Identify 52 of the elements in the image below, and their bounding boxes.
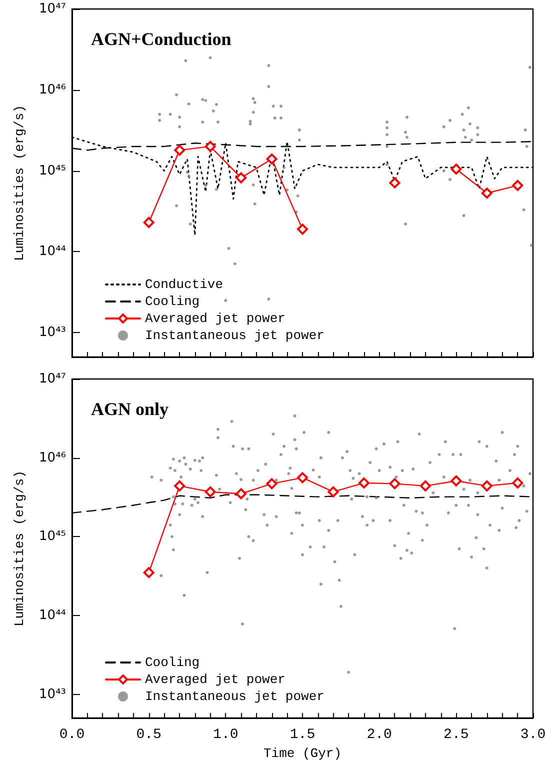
point: [358, 477, 370, 488]
text: AGN only: [91, 399, 169, 419]
x-tick-label: 3.0: [520, 727, 546, 743]
x-tick-label: 0.5: [136, 727, 162, 743]
point: [204, 486, 216, 498]
text: AGN+Conduction: [91, 29, 232, 49]
legend-label: Averaged jet power: [145, 311, 286, 326]
y-tick-label: 10⁴⁵: [39, 529, 66, 544]
y-tick-label: 10⁴⁴: [39, 608, 66, 623]
y-tick-label: 10⁴⁷: [39, 2, 66, 16]
point: [236, 172, 247, 184]
point: [512, 180, 524, 191]
x-tick-label: 0.0: [59, 727, 85, 743]
point: [328, 486, 339, 498]
point: [481, 188, 492, 199]
x-tick-label: 2.0: [366, 727, 392, 743]
y-tick-label: 10⁴⁵: [39, 163, 66, 178]
point: [266, 478, 278, 490]
y-tick-label: 10⁴⁷: [39, 372, 66, 386]
point: [389, 177, 400, 188]
point: [266, 154, 278, 164]
point: [450, 164, 462, 175]
y-tick-label: 10⁴³: [39, 325, 66, 340]
y-tick-label: 10⁴⁶: [39, 82, 66, 98]
y-axis-title: Luminosities (erg/s): [12, 104, 27, 262]
point: [236, 488, 247, 500]
legend-label: Instantaneous jet power: [145, 328, 324, 343]
y-tick-label: 10⁴³: [39, 686, 66, 702]
y-axis-title: Luminosities (erg/s): [12, 470, 27, 627]
legend-label: Cooling: [145, 655, 200, 670]
point: [143, 216, 154, 228]
point: [481, 480, 492, 492]
point: [174, 144, 186, 156]
point: [204, 140, 216, 152]
point: [297, 472, 308, 484]
x-tick-label: 2.5: [444, 727, 469, 743]
legend-label: Averaged jet power: [145, 672, 286, 687]
legend-label: Instantaneous jet power: [145, 689, 324, 704]
y-tick-label: 10⁴⁶: [39, 450, 66, 466]
point: [174, 480, 186, 492]
point: [420, 480, 431, 492]
point: [512, 477, 524, 488]
x-tick-label: 1.5: [290, 727, 316, 743]
legend-label: Conductive: [145, 277, 224, 292]
x-tick-label: 1.0: [213, 727, 238, 743]
point: [297, 224, 308, 235]
legend-label: Cooling: [145, 294, 200, 309]
x-axis-title: Time (Gyr): [263, 746, 342, 761]
y-tick-label: 10⁴⁴: [39, 244, 66, 260]
point: [389, 478, 400, 490]
point: [143, 567, 154, 578]
point: [450, 475, 462, 486]
